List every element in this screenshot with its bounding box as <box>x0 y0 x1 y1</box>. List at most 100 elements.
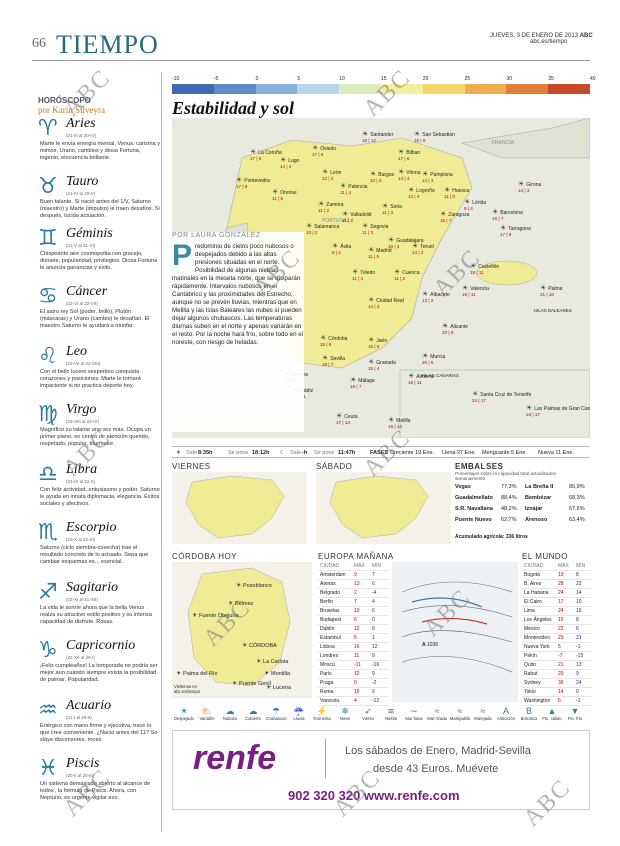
city-forecast: ☀ León 12 | 2 <box>322 168 341 181</box>
label-portugal: PORTUGAL <box>322 218 350 224</box>
sun-icon: ☀ <box>322 169 329 176</box>
city-forecast: ☀ Jaén 15 | 6 <box>368 336 387 349</box>
article-dropcap: P <box>172 239 193 272</box>
city-name: Valencia <box>470 286 490 292</box>
scale-tick-label: 30 <box>506 76 512 82</box>
temp-max: 12 <box>354 671 360 677</box>
sun-icon: ☀ <box>352 269 359 276</box>
scale-tick-label: 35 <box>548 76 554 82</box>
label-canarias: ISLAS CANARIAS <box>422 373 460 378</box>
sign-text: Magnífico su talante una vez más. Ocupa … <box>40 427 151 447</box>
horoscope-sign: ♓ Piscis (20-II al 20-III) Un sistema demas… <box>32 756 160 814</box>
city-temps: 12 | 2 <box>322 176 334 181</box>
temp-min: -16 <box>372 662 380 668</box>
sun-icon: ☀ <box>250 149 257 156</box>
city-name: Zaragoza <box>448 212 470 218</box>
moon-rise: -h <box>302 450 308 456</box>
mundo-row: Bogotá 19 8 <box>522 571 592 580</box>
sun-icon: ☀ <box>472 391 479 398</box>
phase-menguante: Menguante 5 Ene. <box>482 450 527 456</box>
sun-set: 18:12h <box>252 450 270 456</box>
sun-icon: ☀ <box>464 199 471 206</box>
mundo-row: Quito 21 13 <box>522 661 592 670</box>
temp-max: 2 <box>354 590 357 596</box>
legend-icon: ➶ <box>364 706 372 716</box>
temp-max: 11 <box>354 653 360 659</box>
sun-icon: ☀ <box>422 291 429 298</box>
sign-dates: (23-VIII al 22-IX) <box>66 419 100 424</box>
mundo-row: Lima 24 16 <box>522 607 592 616</box>
city-name: Cádiz <box>300 388 314 394</box>
city-temps: 17 | 14 <box>336 420 350 425</box>
temp-min: 1 <box>372 635 375 641</box>
city-temps: 14 | 4 <box>280 164 292 169</box>
label-francia: FRANCIA <box>492 140 514 146</box>
city-name: Jaén <box>376 338 388 344</box>
city-temps: 20 | 8 <box>442 330 454 335</box>
place-name: Pozoblanco <box>243 583 272 589</box>
zodiac-icon: ♑ <box>38 638 58 663</box>
temp-max: 15 <box>354 689 360 695</box>
city-temps: 19 | 11 <box>462 292 476 297</box>
sabado-map-svg <box>329 475 429 539</box>
city-temps: 24 | 17 <box>526 412 540 417</box>
city-temps: 14 | 3 <box>518 188 530 193</box>
temp-max: 10 <box>354 608 360 614</box>
sign-name: Piscis <box>66 756 100 771</box>
city-name: Salamanca <box>314 224 340 230</box>
city-temps: 11 | 2 <box>342 218 354 223</box>
sun-icon: ☀ <box>176 450 181 456</box>
temp-max: 22 <box>558 626 564 632</box>
city-temps: 16 | 12 <box>362 138 376 143</box>
sign-name: Libra <box>66 462 98 477</box>
legend-item: ⛅ Variable <box>195 706 219 721</box>
temp-max: 12 <box>354 626 360 632</box>
mundo-row: Tokio 14 0 <box>522 688 592 697</box>
viernes-map <box>172 472 307 544</box>
scale-swatch <box>380 84 423 94</box>
cordoba-footer[interactable]: Visítenos en abc.es/tiempo <box>174 684 201 694</box>
temp-min: 8 <box>576 572 579 578</box>
city-name: Bilbao <box>406 150 421 156</box>
renfe-ad[interactable]: renfe Los sábados de Enero, Madrid-Sevil… <box>172 730 590 810</box>
sun-icon: ☀ <box>368 337 375 344</box>
legend-icon: ≈ <box>434 706 440 716</box>
legend-item: ∼ Mar llana <box>402 706 426 721</box>
city-temps: 15 | 9 <box>414 138 426 143</box>
legend-icon: ≈ <box>480 706 486 716</box>
sun-icon: ☀ <box>408 187 415 194</box>
city-name: Tokio <box>524 689 536 695</box>
horoscope-column: HORÓSCOPO por Karin Silveyra ♈ Aries (21-I… <box>32 72 162 832</box>
city-temps: 11 | 2 <box>318 208 330 213</box>
city-name: Palma <box>548 286 563 292</box>
scale-swatch <box>339 84 381 94</box>
page-number: 66 <box>32 36 46 51</box>
sun-icon: ☀ <box>462 285 469 292</box>
city-name: Lugo <box>288 158 300 164</box>
scale-tick-label: -5 <box>213 76 219 82</box>
horoscope-title: HORÓSCOPO <box>38 96 91 105</box>
temp-max: 29 <box>558 635 564 641</box>
city-forecast: ☀ Madrid 11 | 5 <box>368 246 392 259</box>
city-name: Ceuta <box>344 414 358 420</box>
zodiac-icon: ♈ <box>38 116 58 141</box>
site-link[interactable]: abc.es/tiempo <box>530 39 568 45</box>
city-temps: 11 | 3 <box>382 210 394 215</box>
legend-label: Lluvia <box>293 716 305 721</box>
ad-phone[interactable]: 902 320 320 www.renfe.com <box>288 788 460 803</box>
mundo-header-row: CIUDAD MÁX MÍN <box>522 562 592 571</box>
city-name: Toledo <box>360 270 376 276</box>
city-forecast: ☀ Lérida 9 | 4 <box>464 198 486 211</box>
city-forecast: ☀ Burgos 10 | 3 <box>370 170 394 183</box>
city-forecast: ☀ Bilbao 17 | 6 <box>398 148 420 161</box>
city-name: Girona <box>526 182 542 188</box>
temp-min: 6 <box>576 626 579 632</box>
scale-swatch <box>297 84 340 94</box>
mundo-row: Pekín -7 -15 <box>522 652 592 661</box>
sign-text: El astro rey Sol (poder, brillo), Plutón… <box>40 309 150 329</box>
city-name: Oviedo <box>320 146 337 152</box>
city-name: Lérida <box>472 200 487 206</box>
legend-item: ▼ Fte. frío <box>563 706 587 721</box>
city-forecast: ☀ San Sebastián 15 | 9 <box>414 130 455 143</box>
sign-name: Sagitario <box>66 580 119 595</box>
